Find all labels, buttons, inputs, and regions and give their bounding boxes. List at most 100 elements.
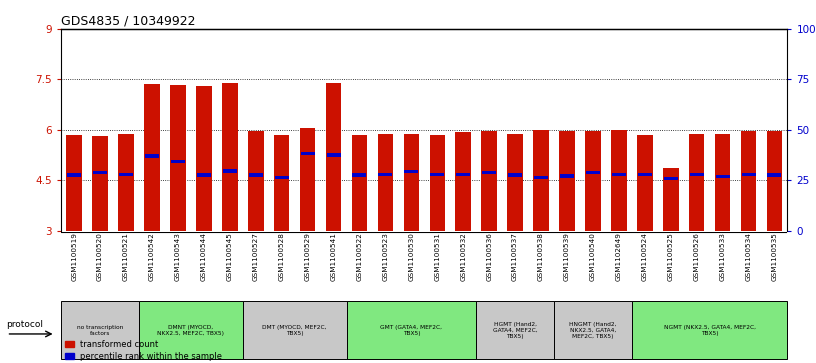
Bar [690,173,703,176]
Bar [248,131,264,231]
Bar [223,170,237,173]
Bar [554,301,632,359]
Text: GSM1102649: GSM1102649 [616,232,622,281]
Text: no transcription
factors: no transcription factors [77,325,123,336]
Bar [170,85,186,231]
Bar [715,134,730,231]
Text: GSM1100535: GSM1100535 [771,232,778,281]
Text: GSM1100541: GSM1100541 [330,232,336,281]
Bar [430,173,444,176]
Bar [222,83,237,231]
Bar [299,128,315,231]
Bar [171,160,185,163]
Bar [455,132,471,231]
Bar [61,301,139,359]
Bar [456,173,470,176]
Bar [242,301,347,359]
Text: GSM1100524: GSM1100524 [642,232,648,281]
Bar [347,301,477,359]
Bar [508,134,523,231]
Text: GSM1100527: GSM1100527 [253,232,259,281]
Bar [300,152,315,155]
Bar [353,174,366,177]
Bar [632,301,787,359]
Bar [560,175,574,178]
Text: GSM1100536: GSM1100536 [486,232,492,281]
Bar [481,131,497,231]
Bar [145,154,159,158]
Text: GSM1100519: GSM1100519 [71,232,78,281]
Text: GSM1100545: GSM1100545 [227,232,233,281]
Bar [119,173,133,176]
Bar [637,135,653,231]
Bar [118,134,134,231]
Text: GSM1100543: GSM1100543 [175,232,181,281]
Bar [379,173,392,176]
Text: GSM1100539: GSM1100539 [564,232,570,281]
Bar [477,301,554,359]
Bar [533,130,549,231]
Text: DMNT (MYOCD,
NKX2.5, MEF2C, TBX5): DMNT (MYOCD, NKX2.5, MEF2C, TBX5) [157,325,224,336]
Bar [482,171,496,175]
Text: GSM1100530: GSM1100530 [408,232,415,281]
Text: GSM1100537: GSM1100537 [512,232,518,281]
Bar [767,131,783,231]
Bar [405,170,419,174]
Bar [586,171,600,175]
Bar [559,131,574,231]
Bar [638,173,652,176]
Bar [326,153,340,157]
Text: GSM1100532: GSM1100532 [460,232,466,281]
Text: GMT (GATA4, MEF2C,
TBX5): GMT (GATA4, MEF2C, TBX5) [380,325,442,336]
Text: GSM1100534: GSM1100534 [746,232,752,281]
Bar [716,175,730,179]
Text: GSM1100529: GSM1100529 [304,232,311,281]
Text: GSM1100544: GSM1100544 [201,232,206,281]
Bar [249,174,263,177]
Text: GSM1100533: GSM1100533 [720,232,725,281]
Text: GSM1100521: GSM1100521 [123,232,129,281]
Text: GSM1100523: GSM1100523 [383,232,388,281]
Text: GDS4835 / 10349922: GDS4835 / 10349922 [61,15,196,28]
Text: protocol: protocol [7,321,43,329]
Bar [93,171,107,175]
Text: HNGMT (Hand2,
NKX2.5, GATA4,
MEF2C, TBX5): HNGMT (Hand2, NKX2.5, GATA4, MEF2C, TBX5… [570,322,617,339]
Bar [274,135,290,231]
Bar [611,130,627,231]
Text: GSM1100531: GSM1100531 [434,232,441,281]
Bar [66,135,82,231]
Bar [67,174,81,177]
Bar [275,176,289,179]
Bar [404,134,419,231]
Legend: transformed count, percentile rank within the sample: transformed count, percentile rank withi… [65,340,223,361]
Bar [139,301,242,359]
Text: HGMT (Hand2,
GATA4, MEF2C,
TBX5): HGMT (Hand2, GATA4, MEF2C, TBX5) [493,322,538,339]
Bar [663,168,678,231]
Text: GSM1100540: GSM1100540 [590,232,596,281]
Text: GSM1100520: GSM1100520 [97,232,103,281]
Bar [196,86,211,231]
Bar [742,173,756,176]
Text: GSM1100542: GSM1100542 [149,232,155,281]
Bar [768,174,782,177]
Text: DMT (MYOCD, MEF2C,
TBX5): DMT (MYOCD, MEF2C, TBX5) [263,325,327,336]
Text: NGMT (NKX2.5, GATA4, MEF2C,
TBX5): NGMT (NKX2.5, GATA4, MEF2C, TBX5) [663,325,756,336]
Bar [92,136,108,231]
Text: GSM1100525: GSM1100525 [667,232,674,281]
Bar [585,131,601,231]
Bar [534,176,548,179]
Text: GSM1100528: GSM1100528 [279,232,285,281]
Bar [663,177,678,180]
Bar [197,174,211,177]
Bar [378,134,393,231]
Bar [429,135,445,231]
Bar [352,135,367,231]
Bar [326,83,341,231]
Bar [612,173,626,176]
Bar [508,174,522,177]
Bar [689,134,704,231]
Text: GSM1100522: GSM1100522 [357,232,362,281]
Text: GSM1100538: GSM1100538 [538,232,544,281]
Bar [741,131,756,231]
Text: GSM1100526: GSM1100526 [694,232,699,281]
